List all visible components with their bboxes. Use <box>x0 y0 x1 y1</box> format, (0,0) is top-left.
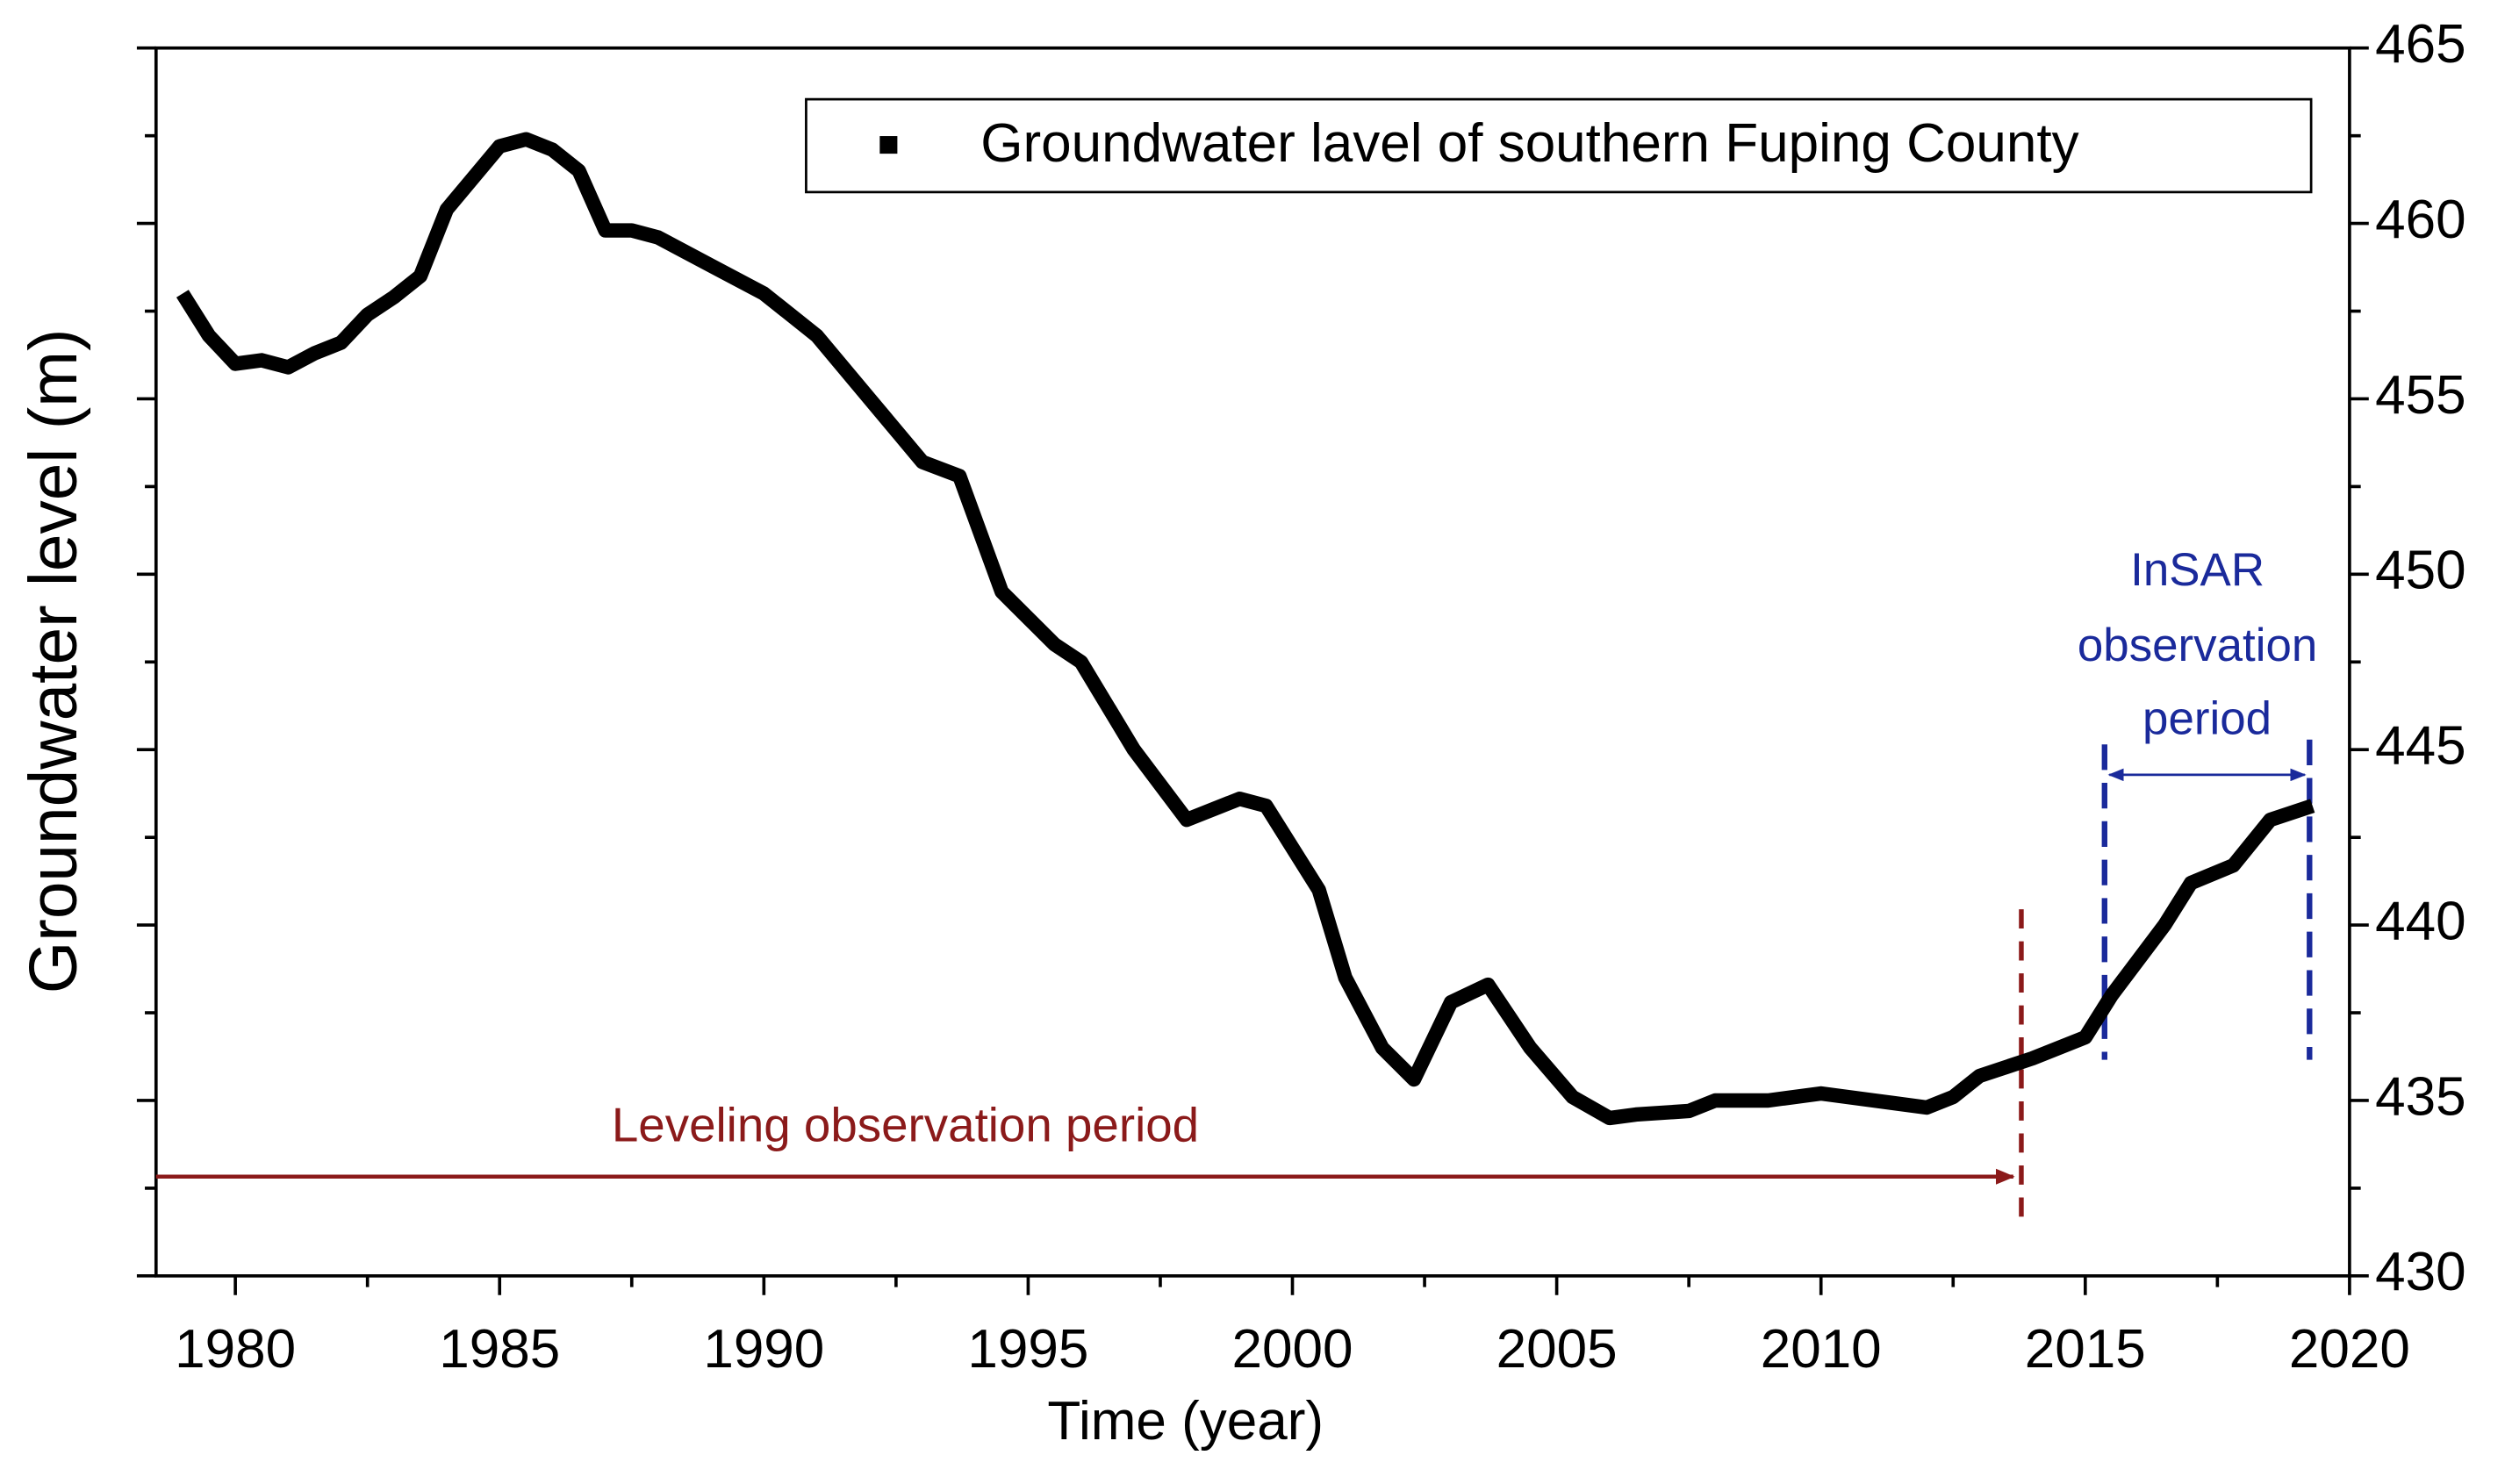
x-tick-label: 2015 <box>2025 1319 2146 1380</box>
legend-marker <box>879 136 898 154</box>
x-tick-label: 2010 <box>1761 1319 1882 1380</box>
x-tick-label: 1990 <box>703 1319 824 1380</box>
y-tick-label: 460 <box>2375 190 2465 250</box>
x-tick-label: 2005 <box>1496 1319 1618 1380</box>
x-axis-label: Time (year) <box>1047 1391 1324 1452</box>
annotation: Leveling observation period <box>612 1097 1199 1151</box>
x-tick-label: 1980 <box>175 1319 296 1380</box>
annotation: period <box>2142 693 2272 745</box>
y-tick-label: 440 <box>2375 891 2465 951</box>
x-tick-label: 1995 <box>967 1319 1088 1380</box>
x-tick-label: 1985 <box>439 1319 560 1380</box>
y-tick-label: 455 <box>2375 365 2465 426</box>
y-tick-label: 445 <box>2375 716 2465 777</box>
y-tick-label: 435 <box>2375 1066 2465 1127</box>
legend-box <box>805 97 2313 194</box>
y-axis-label: Groundwater level (m) <box>17 328 91 993</box>
y-tick-label: 430 <box>2375 1242 2465 1302</box>
x-tick-label: 2000 <box>1232 1319 1353 1380</box>
data-line <box>176 132 2315 1126</box>
legend-label: Groundwater lavel of southern Fuping Cou… <box>980 113 2078 174</box>
annotation: observation <box>2078 620 2317 671</box>
y-tick-label: 465 <box>2375 14 2465 75</box>
x-tick-label: 2020 <box>2289 1319 2410 1380</box>
y-tick-label: 450 <box>2375 541 2465 601</box>
annotation: InSAR <box>2130 544 2264 596</box>
plot-frame <box>154 46 2351 1278</box>
